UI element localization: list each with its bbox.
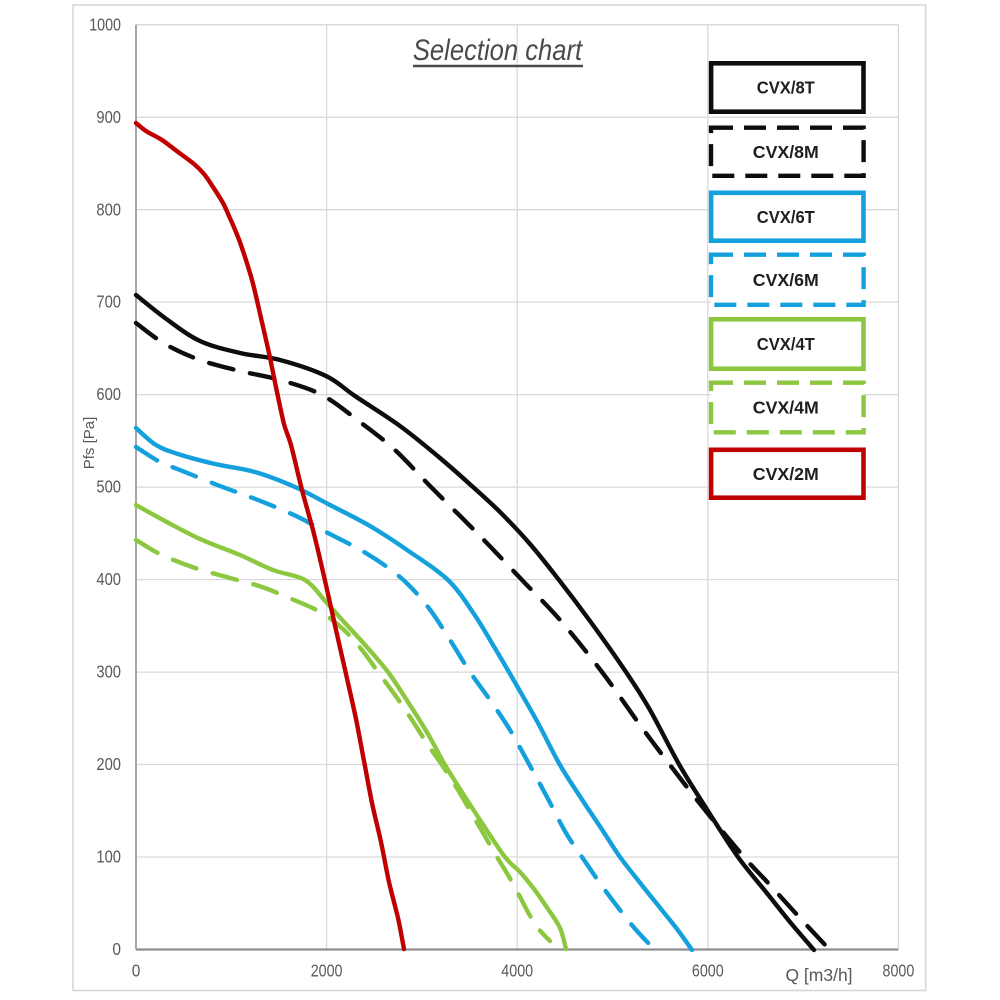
svg-text:6000: 6000	[692, 961, 724, 981]
svg-text:800: 800	[96, 199, 121, 219]
svg-text:CVX/8M: CVX/8M	[753, 142, 819, 162]
svg-text:100: 100	[96, 847, 121, 867]
svg-text:CVX/2M: CVX/2M	[753, 464, 819, 484]
svg-text:500: 500	[96, 477, 121, 497]
svg-text:CVX/8T: CVX/8T	[757, 78, 815, 98]
svg-text:CVX/6M: CVX/6M	[753, 270, 819, 290]
svg-text:4000: 4000	[501, 961, 533, 981]
svg-text:1000: 1000	[89, 14, 121, 34]
svg-text:Pfs [Pa]: Pfs [Pa]	[81, 417, 98, 470]
svg-text:0: 0	[132, 961, 141, 981]
svg-text:8000: 8000	[883, 961, 915, 981]
svg-text:Q [m3/h]: Q [m3/h]	[785, 965, 852, 985]
svg-text:300: 300	[96, 662, 121, 682]
svg-text:2000: 2000	[311, 961, 343, 981]
svg-text:Selection chart: Selection chart	[413, 33, 583, 66]
svg-text:0: 0	[112, 939, 121, 959]
svg-text:700: 700	[96, 292, 121, 312]
svg-text:200: 200	[96, 754, 121, 774]
svg-text:400: 400	[96, 569, 121, 589]
svg-text:CVX/4M: CVX/4M	[753, 398, 819, 418]
svg-text:CVX/6T: CVX/6T	[757, 207, 815, 227]
svg-text:600: 600	[96, 384, 121, 404]
svg-text:CVX/4T: CVX/4T	[757, 334, 815, 354]
svg-text:900: 900	[96, 107, 121, 127]
